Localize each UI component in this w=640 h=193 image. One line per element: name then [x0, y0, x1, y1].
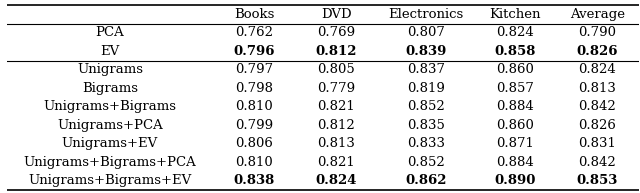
Text: 0.824: 0.824	[579, 63, 616, 76]
Text: 0.857: 0.857	[496, 82, 534, 95]
Text: 0.821: 0.821	[317, 100, 355, 113]
Text: 0.860: 0.860	[496, 63, 534, 76]
Text: 0.838: 0.838	[234, 174, 275, 187]
Text: 0.790: 0.790	[579, 26, 616, 39]
Text: Average: Average	[570, 8, 625, 21]
Text: 0.769: 0.769	[317, 26, 356, 39]
Text: EV: EV	[100, 45, 120, 58]
Text: Electronics: Electronics	[388, 8, 463, 21]
Text: Unigrams+Bigrams+EV: Unigrams+Bigrams+EV	[28, 174, 191, 187]
Text: PCA: PCA	[95, 26, 124, 39]
Text: 0.812: 0.812	[317, 119, 355, 132]
Text: 0.813: 0.813	[317, 137, 355, 150]
Text: 0.852: 0.852	[407, 100, 445, 113]
Text: 0.779: 0.779	[317, 82, 356, 95]
Text: 0.807: 0.807	[407, 26, 445, 39]
Text: 0.860: 0.860	[496, 119, 534, 132]
Text: 0.831: 0.831	[579, 137, 616, 150]
Text: 0.853: 0.853	[577, 174, 618, 187]
Text: 0.890: 0.890	[494, 174, 536, 187]
Text: 0.805: 0.805	[317, 63, 355, 76]
Text: 0.858: 0.858	[494, 45, 536, 58]
Text: 0.837: 0.837	[407, 63, 445, 76]
Text: Unigrams+Bigrams: Unigrams+Bigrams	[44, 100, 177, 113]
Text: 0.824: 0.824	[316, 174, 357, 187]
Text: 0.826: 0.826	[577, 45, 618, 58]
Text: 0.826: 0.826	[579, 119, 616, 132]
Text: 0.821: 0.821	[317, 156, 355, 169]
Text: 0.812: 0.812	[316, 45, 357, 58]
Text: Unigrams: Unigrams	[77, 63, 143, 76]
Text: Unigrams+EV: Unigrams+EV	[62, 137, 158, 150]
Text: 0.799: 0.799	[235, 119, 273, 132]
Text: 0.810: 0.810	[236, 156, 273, 169]
Text: 0.862: 0.862	[405, 174, 447, 187]
Text: DVD: DVD	[321, 8, 352, 21]
Text: Unigrams+Bigrams+PCA: Unigrams+Bigrams+PCA	[24, 156, 196, 169]
Text: 0.806: 0.806	[235, 137, 273, 150]
Text: 0.797: 0.797	[235, 63, 273, 76]
Text: 0.871: 0.871	[496, 137, 534, 150]
Text: 0.884: 0.884	[496, 156, 534, 169]
Text: Unigrams+PCA: Unigrams+PCA	[57, 119, 163, 132]
Text: 0.833: 0.833	[407, 137, 445, 150]
Text: 0.839: 0.839	[405, 45, 447, 58]
Text: Bigrams: Bigrams	[82, 82, 138, 95]
Text: 0.852: 0.852	[407, 156, 445, 169]
Text: 0.835: 0.835	[407, 119, 445, 132]
Text: Books: Books	[234, 8, 275, 21]
Text: 0.813: 0.813	[579, 82, 616, 95]
Text: 0.842: 0.842	[579, 156, 616, 169]
Text: 0.884: 0.884	[496, 100, 534, 113]
Text: 0.798: 0.798	[235, 82, 273, 95]
Text: 0.842: 0.842	[579, 100, 616, 113]
Text: 0.824: 0.824	[496, 26, 534, 39]
Text: 0.762: 0.762	[235, 26, 273, 39]
Text: Kitchen: Kitchen	[489, 8, 541, 21]
Text: 0.810: 0.810	[236, 100, 273, 113]
Text: 0.796: 0.796	[234, 45, 275, 58]
Text: 0.819: 0.819	[407, 82, 445, 95]
